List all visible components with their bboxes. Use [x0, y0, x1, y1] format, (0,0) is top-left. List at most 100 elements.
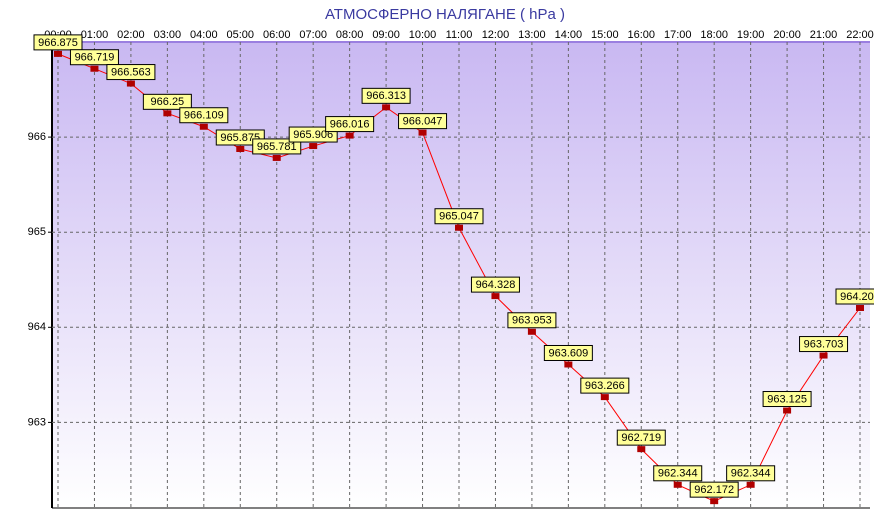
marker — [527, 328, 536, 335]
label-box — [616, 429, 666, 446]
label-text: 963.125 — [767, 393, 807, 405]
value-label: 963.703 — [799, 336, 849, 353]
value-label: 965.047 — [434, 208, 484, 225]
x-tick-label: 20:00 — [773, 29, 801, 41]
value-label: 966.25 — [142, 93, 192, 110]
value-label: 962.172 — [689, 481, 739, 498]
marker — [856, 305, 864, 312]
label-box — [470, 276, 520, 293]
value-label: 966.016 — [325, 116, 375, 133]
label-text: 964.203 — [840, 291, 874, 303]
marker — [345, 132, 354, 139]
label-text: 963.609 — [548, 347, 588, 359]
marker — [564, 361, 573, 368]
x-tick-label: 09:00 — [372, 29, 400, 41]
label-box — [33, 34, 83, 51]
marker — [455, 224, 463, 231]
label-box — [543, 344, 593, 361]
x-tick-label: 02:00 — [117, 29, 145, 41]
label-box — [142, 93, 192, 110]
label-box — [762, 391, 812, 408]
x-tick-label: 11:00 — [446, 29, 473, 41]
x-tick-label: 06:00 — [263, 29, 291, 41]
marker — [382, 104, 391, 111]
label-text: 965.875 — [220, 132, 260, 144]
label-box — [507, 312, 557, 329]
marker — [54, 50, 62, 57]
value-label: 963.125 — [762, 391, 812, 408]
label-text: 962.344 — [731, 468, 771, 480]
y-tick-label: 965 — [28, 226, 46, 238]
label-text: 966.25 — [151, 96, 185, 108]
x-tick-label: 21:00 — [810, 29, 838, 41]
x-tick-label: 18:00 — [700, 29, 728, 41]
label-text: 965.047 — [439, 211, 479, 223]
label-box — [580, 377, 630, 394]
label-text: 966.875 — [38, 37, 78, 49]
y-tick-label: 966 — [28, 131, 46, 143]
x-tick-label: 19:00 — [737, 29, 765, 41]
value-label: 966.719 — [69, 49, 119, 66]
value-label: 965.781 — [252, 138, 302, 155]
value-label: 963.609 — [543, 344, 593, 361]
label-box — [398, 113, 448, 130]
value-label: 964.203 — [835, 288, 874, 305]
marker — [309, 143, 318, 150]
label-box — [726, 465, 776, 482]
x-tick-label: 13:00 — [518, 29, 546, 41]
label-box — [689, 481, 739, 498]
value-label: 963.266 — [580, 377, 630, 394]
x-tick-label: 15:00 — [591, 29, 619, 41]
x-tick-label: 17:00 — [664, 29, 692, 41]
marker — [236, 145, 245, 152]
value-label: 966.313 — [361, 87, 411, 104]
marker — [272, 154, 281, 161]
marker — [783, 407, 792, 414]
value-label: 966.047 — [398, 113, 448, 130]
value-label: 966.563 — [106, 64, 156, 81]
value-label: 964.328 — [470, 276, 520, 293]
value-label: 962.719 — [616, 429, 666, 446]
marker — [673, 481, 682, 488]
value-label: 962.344 — [653, 465, 703, 482]
label-text: 966.109 — [184, 110, 224, 122]
marker — [637, 446, 646, 453]
label-text: 962.172 — [694, 484, 734, 496]
label-box — [799, 336, 849, 353]
marker — [126, 80, 135, 87]
x-tick-label: 22:00 — [846, 29, 874, 41]
label-text: 966.047 — [403, 116, 443, 128]
label-text: 963.703 — [804, 338, 844, 350]
x-tick-label: 01:00 — [81, 29, 109, 41]
x-tick-label: 16:00 — [628, 29, 656, 41]
label-box — [835, 288, 874, 305]
label-box — [361, 87, 411, 104]
plot-area — [52, 42, 870, 508]
label-text: 965.781 — [257, 141, 297, 153]
marker — [819, 352, 828, 359]
label-text: 966.016 — [330, 118, 370, 130]
x-tick-label: 03:00 — [154, 29, 182, 41]
value-label: 966.875 — [33, 34, 83, 51]
label-text: 966.563 — [111, 66, 151, 78]
chart-title: АТМОСФЕРНО НАЛЯГАНЕ ( hPa ) — [325, 6, 565, 23]
label-box — [179, 107, 229, 124]
marker — [163, 110, 172, 117]
label-box — [434, 208, 484, 225]
label-text: 962.344 — [658, 468, 698, 480]
x-tick-label: 04:00 — [190, 29, 218, 41]
label-box — [69, 49, 119, 66]
label-text: 966.719 — [75, 52, 115, 64]
label-text: 962.719 — [621, 432, 661, 444]
x-tick-label: 08:00 — [336, 29, 364, 41]
marker — [746, 481, 755, 488]
label-text: 965.906 — [293, 129, 333, 141]
label-text: 963.953 — [512, 315, 552, 327]
marker — [418, 129, 427, 136]
x-tick-label: 14:00 — [555, 29, 583, 41]
value-label: 962.344 — [726, 465, 776, 482]
marker — [199, 123, 208, 130]
marker — [491, 293, 500, 300]
value-label: 966.109 — [179, 107, 229, 124]
